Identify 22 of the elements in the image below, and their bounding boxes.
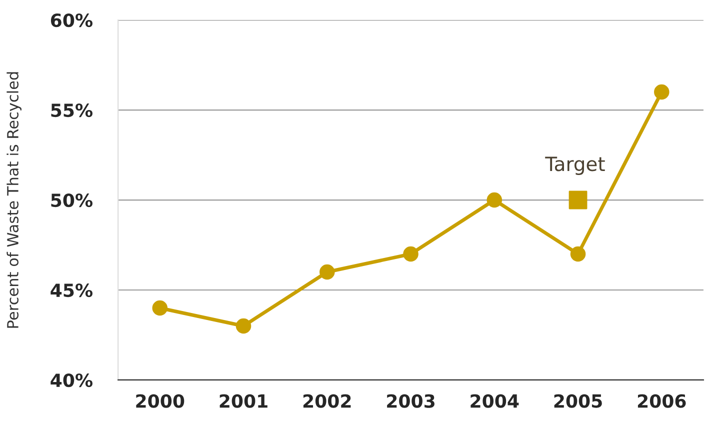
x-tick-label: 2005	[554, 394, 602, 408]
point	[654, 84, 670, 100]
x-tick-label: 2002	[303, 394, 351, 408]
x-tick-label: 2004	[470, 394, 519, 408]
y-tick-label: 50%	[51, 193, 92, 208]
x-tick-label: 2003	[387, 394, 434, 408]
y-tick-label: 45%	[50, 283, 92, 298]
series-label: Target	[545, 156, 605, 176]
point	[236, 318, 252, 334]
point	[568, 190, 588, 210]
y-tick-label: 60%	[50, 13, 92, 28]
x-tick-label: 2000	[136, 394, 184, 408]
point	[486, 192, 502, 208]
point	[403, 246, 418, 262]
point	[320, 264, 335, 280]
x-tick-label: 2006	[638, 394, 686, 408]
y-tick-label: 40%	[50, 373, 92, 388]
y-tick-label: 55%	[51, 103, 92, 118]
x-tick-label: 2001	[220, 394, 268, 408]
y-axis-title: Percent of Waste That is Recycled	[6, 72, 22, 328]
point	[570, 246, 586, 262]
point	[152, 300, 168, 316]
